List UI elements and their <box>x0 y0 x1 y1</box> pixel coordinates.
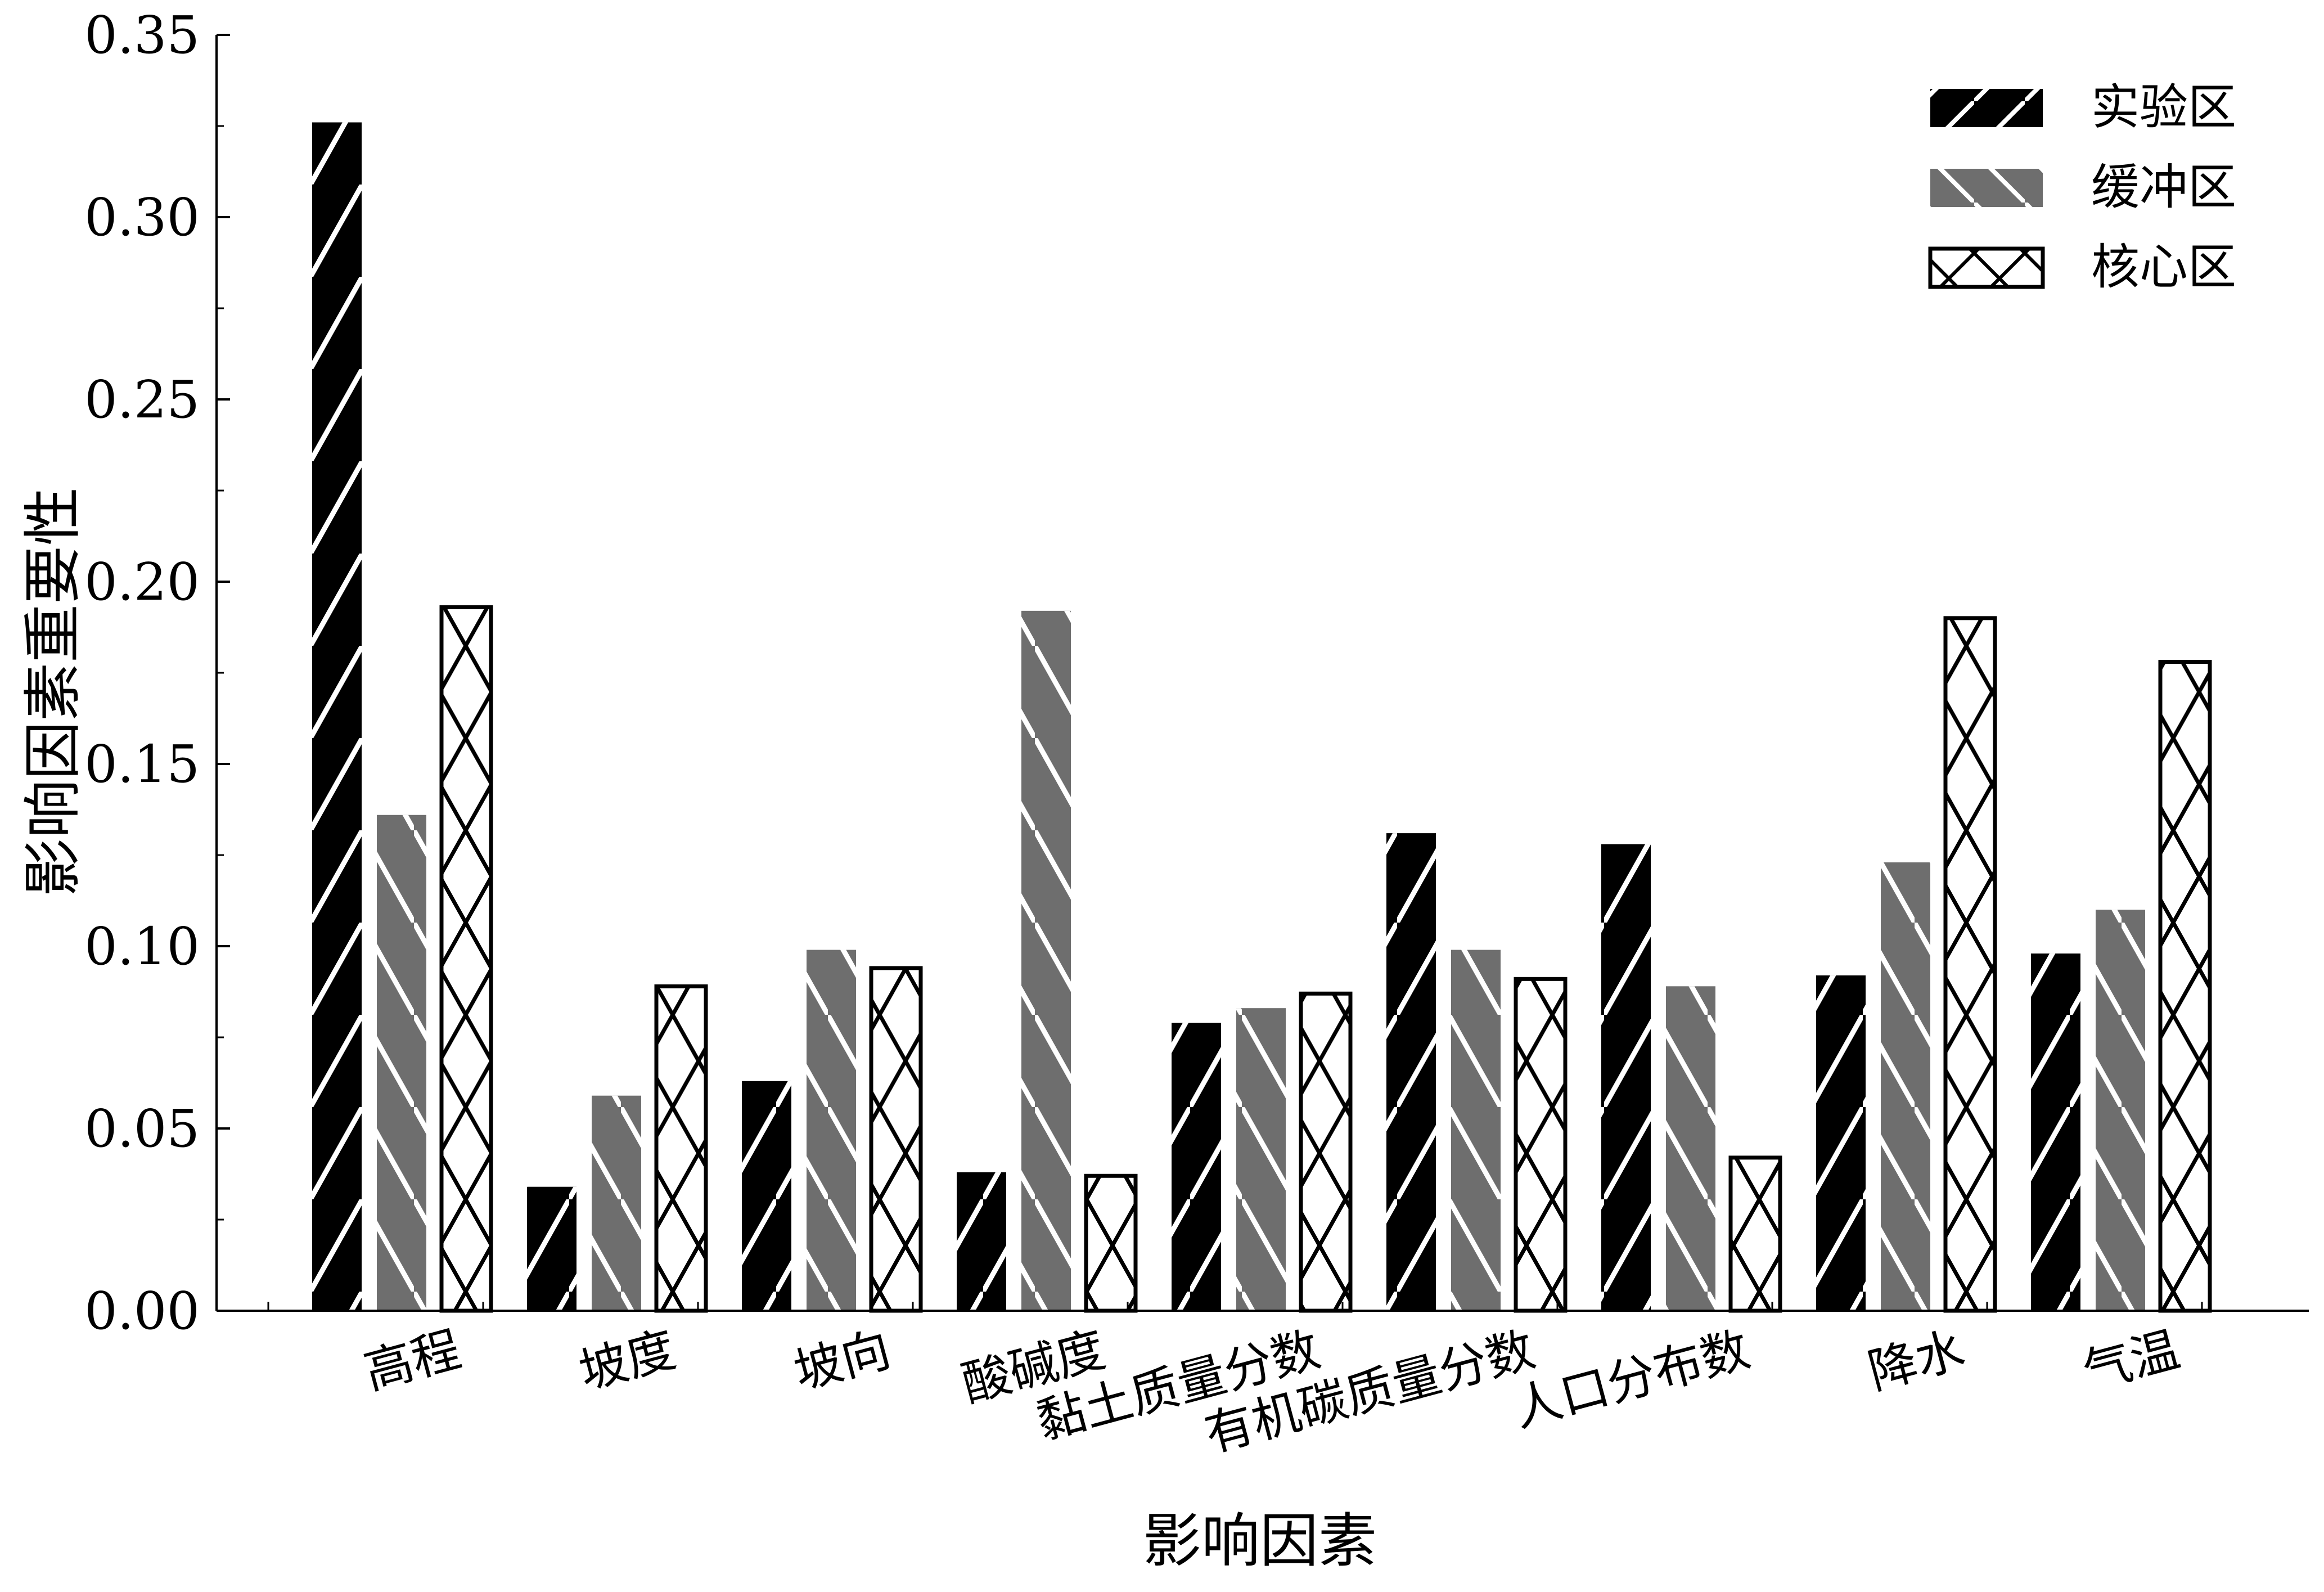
bar-3-8 <box>1943 616 1997 1313</box>
bar-1-6 <box>1386 833 1436 1311</box>
y-tick-label: 0.20 <box>84 552 200 612</box>
legend-item-3: 核心区 <box>1928 239 2236 295</box>
bars-layer <box>312 122 2212 1313</box>
y-tick-label: 0.15 <box>84 734 200 794</box>
bar-2-3 <box>807 950 856 1311</box>
bar-3-1 <box>439 605 493 1313</box>
bar-3-9 <box>2158 660 2212 1313</box>
bar-1-7 <box>1601 844 1651 1311</box>
x-axis-title: 影响因素 <box>1143 1506 1377 1575</box>
bar-3-3 <box>869 966 923 1313</box>
y-tick-label: 0.10 <box>84 916 200 977</box>
bar-2-1 <box>377 815 426 1311</box>
bar-2-7 <box>1666 986 1715 1311</box>
y-tick-label: 0.30 <box>84 187 200 248</box>
y-ticks-layer: 0.00 0.05 0.10 0.15 0.20 0.25 0.30 0.35 <box>84 5 230 1341</box>
y-tick-label: 0.25 <box>84 370 200 430</box>
bar-1-4 <box>957 1172 1006 1311</box>
bar-3-4 <box>1084 1173 1138 1313</box>
bar-1-5 <box>1172 1023 1221 1311</box>
bar-2-6 <box>1451 950 1501 1311</box>
bar-2-8 <box>1881 862 1930 1311</box>
bar-2-2 <box>592 1095 641 1311</box>
bar-3-7 <box>1728 1155 1782 1313</box>
bar-1-3 <box>742 1081 791 1311</box>
bar-1-2 <box>527 1186 577 1311</box>
bar-2-9 <box>2096 910 2145 1311</box>
bar-1-8 <box>1816 975 1866 1311</box>
bar-3-2 <box>654 984 708 1313</box>
y-tick-label: 0.05 <box>84 1099 200 1159</box>
y-tick-label: 0.00 <box>84 1281 200 1341</box>
x-tick-label: 气温 <box>2077 1321 2185 1401</box>
legend-label: 实验区 <box>2091 79 2236 136</box>
x-tick-label: 人口分布数 <box>1507 1321 1755 1438</box>
bar-2-4 <box>1021 610 1071 1311</box>
legend-label: 缓冲区 <box>2091 159 2236 215</box>
legend-item-1: 实验区 <box>1930 79 2236 136</box>
bar-1-1 <box>312 122 362 1311</box>
legend-item-2: 缓冲区 <box>1930 159 2236 215</box>
x-tick-label: 坡向 <box>788 1321 896 1401</box>
y-tick-label: 0.35 <box>84 5 200 65</box>
legend-label: 核心区 <box>2091 239 2236 295</box>
x-tick-label: 降水 <box>1862 1321 1970 1401</box>
bar-1-9 <box>2031 953 2080 1311</box>
bar-2-5 <box>1236 1008 1286 1311</box>
x-tick-label: 坡度 <box>573 1321 681 1401</box>
x-tick-label: 高程 <box>358 1321 466 1401</box>
bar-3-6 <box>1514 977 1568 1313</box>
y-axis-title: 影响因素重要性 <box>19 487 87 897</box>
bar-3-5 <box>1299 991 1353 1313</box>
